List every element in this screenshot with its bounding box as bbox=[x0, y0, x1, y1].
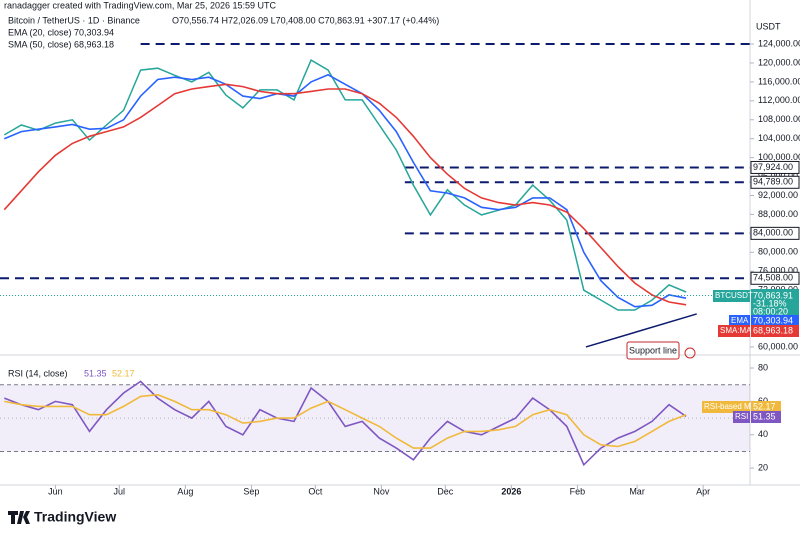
level-tag-box bbox=[750, 226, 800, 240]
x-tick-label: Apr bbox=[696, 486, 710, 496]
series-line bbox=[4, 380, 687, 467]
ema-legend: EMA (20, close) 70,303.94 bbox=[8, 27, 114, 37]
logo-text: TradingView bbox=[34, 509, 116, 525]
rsi-tag-box bbox=[751, 411, 781, 423]
ema-tag: 70,303.94 bbox=[753, 315, 793, 325]
pane-title: RSI (14, close) bbox=[8, 368, 68, 378]
rsi-name: RSI-based MA bbox=[704, 402, 757, 411]
level-tag-box bbox=[750, 175, 800, 189]
ema-name: EMA bbox=[731, 316, 749, 325]
y-tick-label: 80,000.00 bbox=[758, 247, 798, 257]
x-tick-label: Jul bbox=[114, 486, 126, 496]
support-line bbox=[585, 313, 697, 348]
x-tick-label: Dec bbox=[437, 486, 454, 496]
rsi-name-box bbox=[702, 401, 750, 413]
x-tick-label: 2026 bbox=[501, 486, 521, 496]
symbol-info: Bitcoin / TetherUS · 1D · Binance bbox=[8, 15, 140, 25]
level-tag: 84,000.00 bbox=[753, 228, 793, 238]
level-tag: 94,789.00 bbox=[753, 177, 793, 187]
logo: TradingView bbox=[8, 509, 116, 525]
x-tick-label: Oct bbox=[308, 486, 323, 496]
credit: ranadagger created with TradingView.com,… bbox=[4, 0, 276, 10]
annotation-box bbox=[626, 341, 680, 360]
x-tick-label: Nov bbox=[373, 486, 390, 496]
level-tag-box bbox=[750, 160, 800, 174]
level-tag: 97,924.00 bbox=[753, 162, 793, 172]
y-tick-label: 92,000.00 bbox=[758, 190, 798, 200]
y-tick-label: 120,000.00 bbox=[758, 57, 800, 67]
sma-tag: 68,963.18 bbox=[753, 325, 793, 335]
symbol-tag-box bbox=[713, 290, 750, 302]
rsi-name: RSI bbox=[735, 412, 748, 421]
symbol-tag: BTCUSDT bbox=[715, 291, 753, 300]
y-tick-label: 60 bbox=[758, 396, 768, 406]
y-tick-label: 104,000.00 bbox=[758, 133, 800, 143]
pane-legend-value: 52.17 bbox=[112, 368, 135, 378]
rsi-tag-box bbox=[751, 401, 781, 413]
rsi-tag: 51.35 bbox=[753, 411, 776, 421]
y-tick-label: 116,000.00 bbox=[758, 76, 800, 86]
x-tick-label: Mar bbox=[629, 486, 645, 496]
alert-icon bbox=[684, 347, 696, 359]
x-tick-label: Sep bbox=[243, 486, 259, 496]
y-tick-label: 88,000.00 bbox=[758, 209, 798, 219]
ema-name-box bbox=[729, 315, 750, 327]
annotation: Support line bbox=[629, 345, 677, 355]
pane-legend-value: 51.35 bbox=[84, 368, 107, 378]
x-tick-label: Aug bbox=[177, 486, 193, 496]
series-line bbox=[3, 73, 687, 308]
level-tag-box bbox=[750, 271, 800, 285]
y-tick-label: 20 bbox=[758, 463, 768, 473]
series-line bbox=[3, 59, 687, 311]
x-tick-label: Jun bbox=[48, 486, 63, 496]
countdown: 08:00:20 bbox=[753, 306, 788, 316]
currency: USDT bbox=[756, 21, 781, 31]
rsi-name-box bbox=[733, 411, 750, 423]
x-tick-label: Feb bbox=[570, 486, 586, 496]
sma-tag-box bbox=[751, 325, 799, 337]
sma-name-box bbox=[718, 325, 750, 337]
y-tick-label: 124,000.00 bbox=[758, 38, 800, 48]
ohlc: O70,556.74 H72,026.09 L70,408.00 C70,863… bbox=[172, 15, 439, 25]
y-tick-label: 112,000.00 bbox=[758, 95, 800, 105]
last-price-box bbox=[751, 289, 799, 317]
change: -31.18% bbox=[753, 298, 787, 308]
last-price: 70,863.91 bbox=[753, 290, 793, 300]
series-line bbox=[3, 83, 687, 306]
y-tick-label: 76,000.00 bbox=[758, 266, 798, 276]
y-tick-label: 40 bbox=[758, 429, 768, 439]
logo-icon bbox=[8, 511, 30, 524]
level-tag: 74,508.00 bbox=[753, 273, 793, 283]
y-tick-label: 108,000.00 bbox=[758, 114, 800, 124]
y-tick-label: 60,000.00 bbox=[758, 341, 798, 351]
y-tick-label: 100,000.00 bbox=[758, 152, 800, 162]
ema-tag-box bbox=[751, 315, 799, 327]
sma-name: SMA:MA bbox=[720, 326, 752, 335]
rsi-tag: 52.17 bbox=[753, 401, 776, 411]
y-tick-label: 80 bbox=[758, 362, 768, 372]
series-line bbox=[4, 393, 687, 449]
sma-legend: SMA (50, close) 68,963.18 bbox=[8, 39, 114, 49]
